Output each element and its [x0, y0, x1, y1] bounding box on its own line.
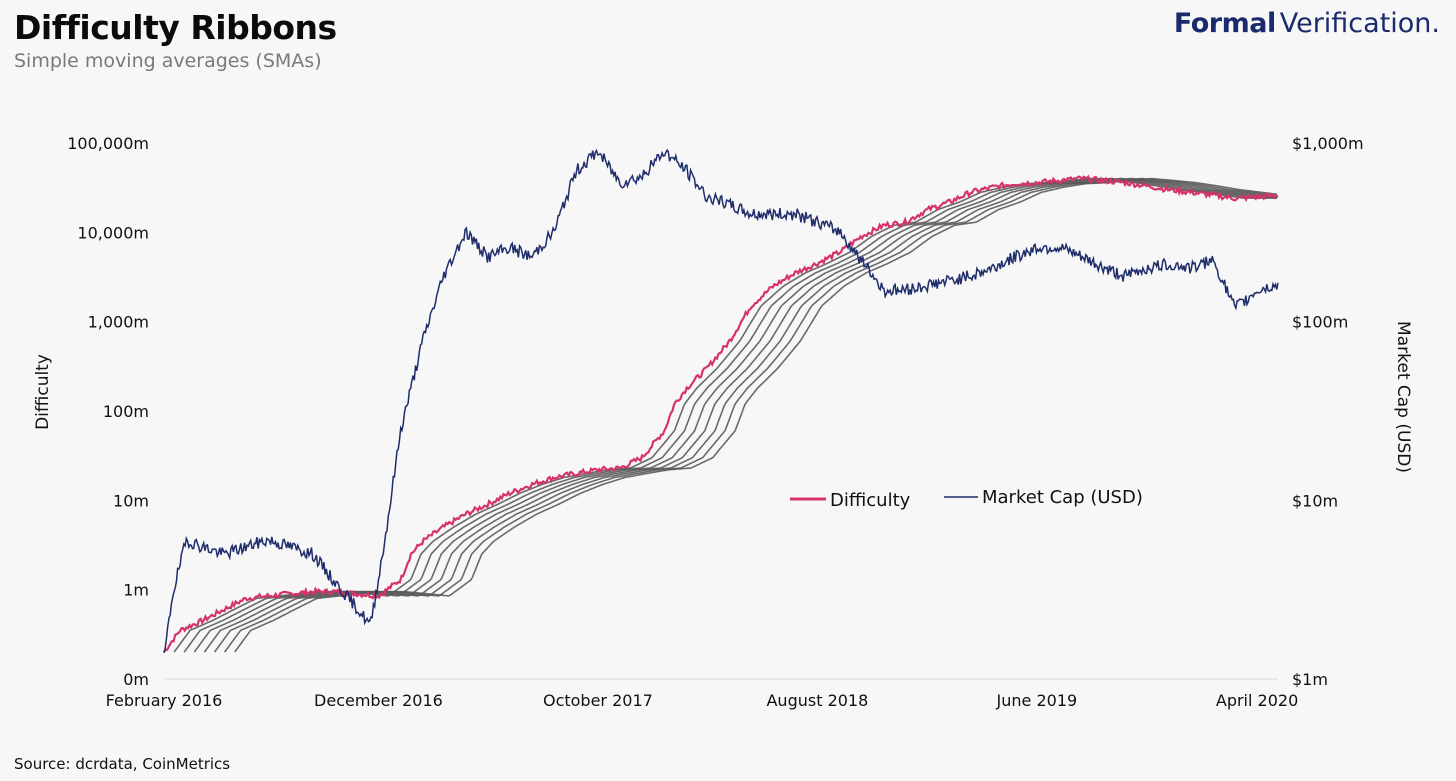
- y-left-tick-label: 10m: [113, 491, 149, 510]
- x-tick-label: October 2017: [543, 691, 653, 710]
- y-left-tick-label: 100m: [103, 402, 149, 421]
- y-right-tick-label: $100m: [1292, 313, 1348, 332]
- chart-subtitle: Simple moving averages (SMAs): [14, 50, 322, 72]
- market-cap-line: [163, 148, 1279, 653]
- y-axis-right-label: Market Cap (USD): [1393, 321, 1413, 473]
- sma-ribbon-line: [223, 177, 1277, 653]
- sma-ribbon-line: [234, 177, 1278, 653]
- legend-label-market-cap: Market Cap (USD): [982, 487, 1143, 508]
- y-right-tick-label: $10m: [1292, 491, 1338, 510]
- x-tick-label: February 2016: [106, 691, 223, 710]
- x-axis: February 2016 December 2016 October 2017 Au…: [106, 691, 1299, 710]
- sma-ribbon-line: [193, 177, 1277, 653]
- chart-title: Difficulty Ribbons: [14, 8, 337, 47]
- y-left-tick-label: 0m: [123, 670, 149, 689]
- x-tick-label: December 2016: [314, 691, 443, 710]
- legend-label-difficulty: Difficulty: [830, 490, 911, 511]
- y-left-tick-label: 1,000m: [88, 313, 149, 332]
- y-axis-left-label: Difficulty: [33, 354, 53, 430]
- x-tick-label: June 2019: [996, 691, 1078, 710]
- chart-legend: Difficulty Market Cap (USD): [790, 487, 1143, 511]
- y-left-tick-label: 100,000m: [67, 134, 149, 153]
- source-note: Source: dcrdata, CoinMetrics: [14, 755, 231, 773]
- sma-ribbons: [173, 177, 1278, 653]
- y-left-tick-label: 1m: [123, 581, 149, 600]
- y-axis-right: $1m $10m $100m $1,000m: [1292, 134, 1364, 689]
- x-tick-label: August 2018: [766, 691, 868, 710]
- y-right-tick-label: $1m: [1292, 670, 1328, 689]
- y-right-tick-label: $1,000m: [1292, 134, 1364, 153]
- x-tick-label: April 2020: [1216, 691, 1298, 710]
- difficulty-line: [163, 174, 1279, 653]
- brand-logo-light: Verification.: [1279, 8, 1440, 39]
- y-axis-left: 0m 1m 10m 100m 1,000m 10,000m 100,000m: [67, 134, 149, 689]
- difficulty-series: [163, 174, 1279, 653]
- market-cap-series: [163, 148, 1279, 653]
- brand-logo: Formal Verification.: [1174, 8, 1440, 39]
- y-left-tick-label: 10,000m: [77, 223, 149, 242]
- brand-logo-bold: Formal: [1173, 8, 1276, 39]
- sma-ribbon-line: [173, 177, 1278, 653]
- sma-ribbon-line: [213, 177, 1278, 653]
